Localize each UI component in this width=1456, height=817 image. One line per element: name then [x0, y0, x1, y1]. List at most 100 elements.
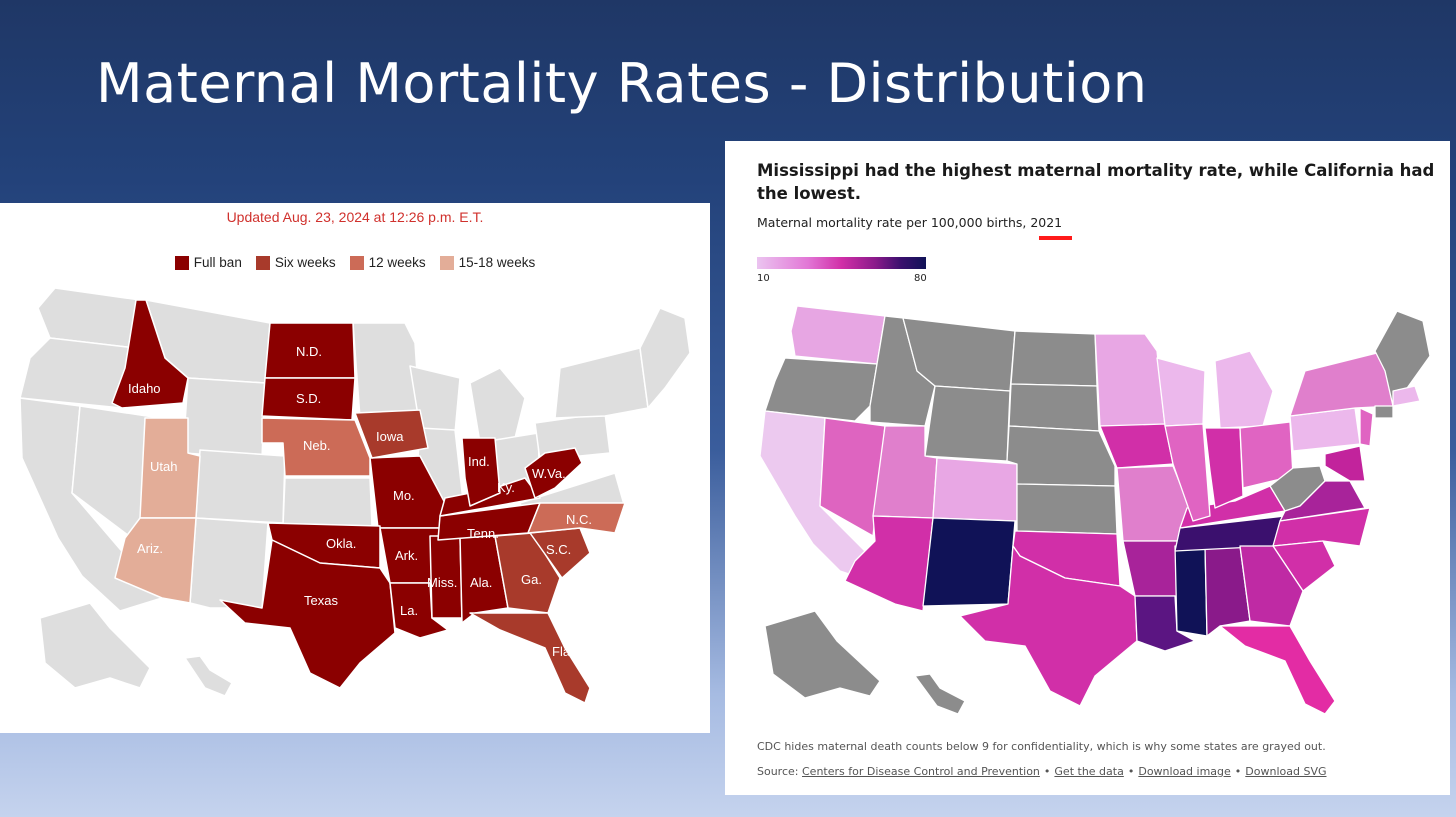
legend-swatch — [174, 255, 189, 270]
state-label-neb: Neb. — [303, 438, 330, 453]
state-wy — [924, 385, 1011, 462]
state-label-nc: N.C. — [566, 512, 592, 527]
color-scale-max: 80 — [914, 273, 927, 284]
state-ms — [1174, 545, 1208, 637]
state-label-wva: W.Va. — [532, 466, 566, 481]
state-label-miss: Miss. — [427, 575, 457, 590]
state-nc — [527, 502, 626, 534]
state-in — [1204, 427, 1244, 509]
source-line: Source: Centers for Disease Control and … — [757, 765, 1327, 778]
state-label-ky: Ky. — [497, 480, 515, 495]
legend-label: 12 weeks — [368, 255, 426, 270]
state-nd — [1010, 330, 1098, 387]
state-hi — [914, 673, 966, 715]
state-ga — [1239, 545, 1304, 627]
state-az — [844, 515, 934, 612]
chart-subtitle: Maternal mortality rate per 100,000 birt… — [757, 215, 1062, 230]
state-label-mo: Mo. — [393, 488, 415, 503]
state-ct — [1374, 405, 1394, 419]
state-tx — [959, 545, 1138, 707]
state-wa — [790, 305, 886, 365]
state-or — [19, 337, 137, 409]
legend-swatch — [255, 255, 270, 270]
state-texas — [219, 539, 396, 689]
state-ny — [1289, 350, 1394, 417]
separator-dot: • — [1127, 765, 1135, 778]
state-ny — [554, 347, 649, 419]
subtitle-text: Maternal mortality rate per 100,000 birt… — [757, 215, 1031, 230]
state-nm — [189, 517, 269, 609]
legend-item-full-ban: Full ban — [174, 255, 242, 270]
state-label-sc: S.C. — [546, 542, 571, 557]
state-md — [1324, 445, 1366, 482]
state-label-nd: N.D. — [296, 344, 322, 359]
chart-title: Mississippi had the highest maternal mor… — [757, 161, 1435, 203]
state-co — [195, 449, 286, 524]
legend-swatch — [349, 255, 364, 270]
state-label-fla: Fla. — [552, 644, 574, 659]
state-mn — [352, 322, 421, 419]
color-scale-bar — [757, 257, 926, 269]
footnote: CDC hides maternal death counts below 9 … — [757, 740, 1326, 753]
state-wi — [1156, 357, 1206, 427]
state-in — [461, 437, 501, 507]
legend-swatch — [439, 255, 454, 270]
state-ne — [1006, 425, 1116, 487]
state-il — [1164, 423, 1211, 522]
state-sd — [1008, 383, 1100, 432]
state-label-ark: Ark. — [395, 548, 418, 563]
state-nc — [1272, 507, 1371, 547]
state-ma — [1392, 385, 1421, 407]
us-maternal-mortality-map — [759, 305, 1431, 715]
state-nj — [1359, 407, 1374, 447]
state-hi — [184, 655, 233, 697]
legend-item-six-weeks: Six weeks — [255, 255, 336, 270]
legend-label: Full ban — [193, 255, 242, 270]
color-scale-min: 10 — [757, 273, 770, 284]
state-fla — [469, 612, 591, 704]
source-label: Source: — [757, 765, 799, 778]
us-abortion-ban-map: N.D. S.D. Idaho Iowa Neb. Utah Ind. W.Va… — [19, 287, 691, 704]
legend-item-12-weeks: 12 weeks — [349, 255, 426, 270]
state-wv — [524, 447, 583, 499]
link-cdc[interactable]: Centers for Disease Control and Preventi… — [802, 765, 1040, 778]
state-nm — [922, 517, 1016, 607]
state-new-england-gray — [1374, 310, 1431, 407]
state-label-la: La. — [400, 603, 418, 618]
state-label-okla: Okla. — [326, 536, 356, 551]
maternal-mortality-map-panel: Mississippi had the highest maternal mor… — [725, 141, 1450, 795]
separator-dot: • — [1043, 765, 1051, 778]
state-co — [932, 457, 1018, 522]
updated-timestamp: Updated Aug. 23, 2024 at 12:26 p.m. E.T. — [226, 209, 484, 225]
state-idaho — [111, 299, 189, 409]
separator-dot: • — [1234, 765, 1242, 778]
link-get-data[interactable]: Get the data — [1054, 765, 1124, 778]
state-mi — [1214, 350, 1274, 429]
state-label-iowa: Iowa — [376, 429, 404, 444]
state-mn — [1094, 333, 1166, 427]
subtitle-year: 2021 — [1030, 215, 1063, 230]
state-wy — [182, 377, 266, 459]
abortion-ban-map-panel: Updated Aug. 23, 2024 at 12:26 p.m. E.T.… — [0, 203, 710, 733]
link-download-svg[interactable]: Download SVG — [1245, 765, 1327, 778]
state-label-utah: Utah — [150, 459, 177, 474]
state-la — [1134, 595, 1196, 652]
state-ak — [764, 610, 881, 699]
state-label-sd: S.D. — [296, 391, 321, 406]
state-ks — [282, 477, 373, 527]
state-ks — [1016, 483, 1118, 535]
link-download-image[interactable]: Download image — [1138, 765, 1231, 778]
state-label-texas: Texas — [304, 593, 338, 608]
state-ia — [354, 409, 429, 459]
legend-label: Six weeks — [274, 255, 336, 270]
state-ne — [261, 417, 371, 477]
state-label-tenn: Tenn. — [467, 526, 499, 541]
ban-legend: Full ban Six weeks 12 weeks 15-18 weeks — [0, 255, 710, 270]
state-mi — [469, 367, 526, 444]
state-az — [114, 517, 197, 604]
year-highlight-underline — [1039, 236, 1072, 240]
state-nv — [819, 417, 886, 537]
state-ak — [39, 602, 151, 689]
state-or — [764, 357, 878, 422]
state-label-ala: Ala. — [470, 575, 492, 590]
